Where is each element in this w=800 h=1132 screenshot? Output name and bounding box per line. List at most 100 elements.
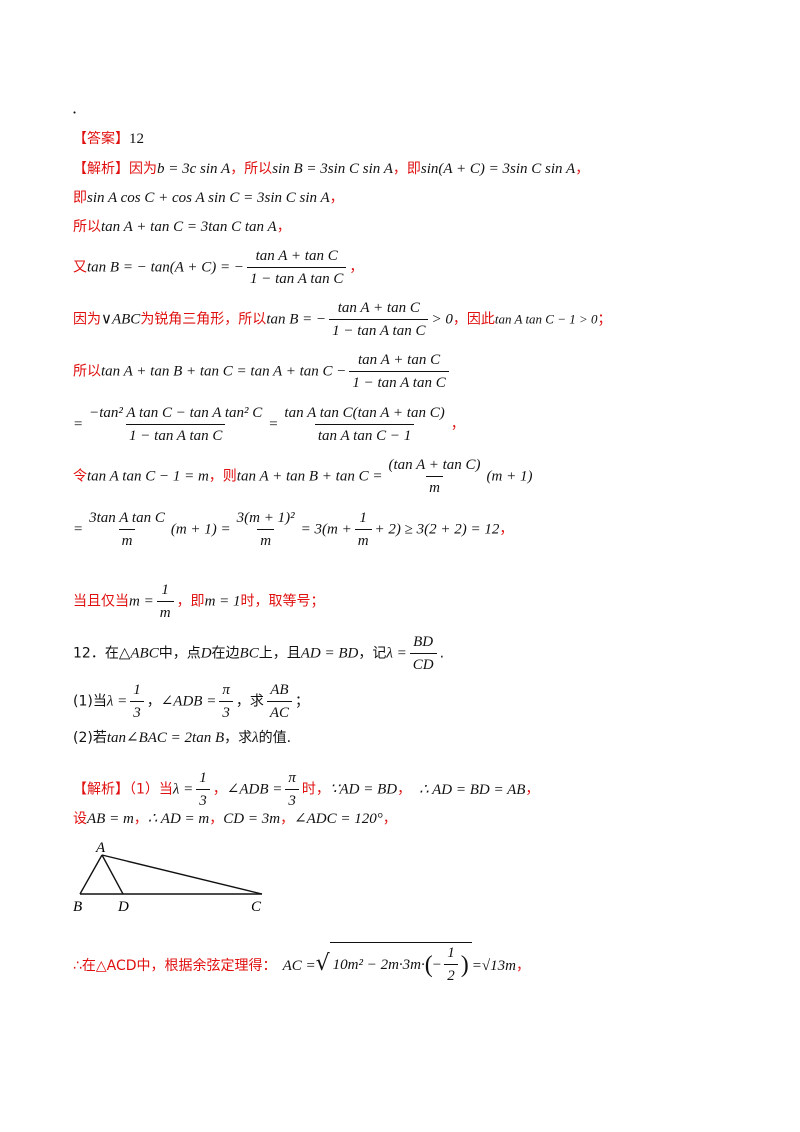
formula: tan∠BAC = 2tan B: [106, 730, 225, 746]
analysis-line-10: 当且仅当m = 1 m ，即m = 1时，取等号；: [73, 580, 325, 623]
text: 所以: [73, 363, 101, 380]
text: 时，取等号；: [240, 593, 325, 610]
formula: tan A tan C − 1 = m: [87, 468, 209, 485]
header-dot: ·: [72, 103, 78, 122]
text: ，则: [208, 468, 237, 485]
numerator: 3tan A tan C: [89, 510, 165, 526]
numerator: tan A + tan C: [337, 300, 420, 316]
formula: b = 3c sin A: [157, 161, 231, 177]
text: ，: [397, 781, 412, 798]
formula: BC: [239, 645, 259, 662]
formula: λ =: [106, 693, 128, 710]
formula: ∠ADB =: [160, 693, 217, 710]
text: ，求: [235, 693, 264, 710]
formula: + 2) ≥ 3(2 + 2) = 12: [374, 521, 500, 538]
text: ，: [575, 161, 590, 177]
text: 即: [73, 190, 87, 206]
fraction: tan A + tan C 1 − tan A tan C: [247, 246, 347, 289]
text: .: [439, 645, 445, 662]
formula: λ =: [172, 781, 194, 798]
radicand: 10m² − 2m·3m·(−1 2): [329, 942, 472, 986]
analysis-line-5: 因为∨ABC为锐角三角形，所以tan B = − tan A + tan C 1 −…: [73, 298, 612, 341]
vertex-c-label: C: [251, 899, 262, 915]
vertex-a-label: A: [95, 840, 106, 856]
denominator: m: [354, 529, 372, 551]
numerator: π: [222, 682, 230, 698]
text: ，: [525, 781, 540, 798]
denominator: m: [156, 601, 174, 623]
text: 所以: [73, 219, 101, 235]
formula: =: [471, 958, 482, 974]
formula: AC =: [282, 958, 316, 974]
formula: =: [73, 416, 84, 433]
numerator: 1: [133, 682, 141, 698]
segment-ac: [101, 854, 263, 895]
formula: D: [200, 645, 212, 662]
analysis-line-3: 所以tan A + tan C = 3tan C tan A，: [73, 216, 291, 237]
text: (2)若: [73, 730, 107, 746]
formula: m = 1: [204, 593, 241, 610]
numerator: tan A tan C(tan A + tan C): [284, 405, 445, 421]
denominator: 3: [130, 701, 144, 723]
text: ，: [133, 811, 148, 827]
formula: = 3(m +: [300, 521, 352, 538]
fraction: tan A tan C(tan A + tan C) tan A tan C − …: [281, 403, 447, 446]
formula: tan B = −: [266, 311, 327, 328]
segment-ad: [101, 854, 124, 895]
text: 为锐角三角形，所以: [140, 311, 267, 328]
formula: λ: [252, 730, 259, 746]
radicand-text: 10m² − 2m·3m·: [332, 956, 425, 973]
numerator: −tan² A tan C − tan A tan² C: [89, 405, 263, 421]
formula: ∨ABC: [101, 311, 141, 328]
answer-value: 12: [129, 131, 144, 147]
denominator: 3: [196, 789, 210, 811]
text: ，求: [224, 730, 253, 746]
formula: ∴ AD = m: [147, 811, 210, 827]
analysis-line-7: = −tan² A tan C − tan A tan² C 1 − tan A t…: [73, 403, 465, 446]
denominator: m: [118, 529, 136, 551]
text: 中，点: [158, 645, 201, 662]
numerator: tan A + tan C: [358, 352, 441, 368]
square-root: √ 10m² − 2m·3m·(−1 2): [316, 942, 472, 986]
text: ，: [349, 259, 364, 276]
vertex-b-label: B: [73, 899, 82, 915]
text: (1)当: [73, 693, 107, 710]
text: 时，: [301, 781, 330, 798]
numerator: tan A + tan C: [255, 248, 338, 264]
formula: > 0: [431, 311, 453, 328]
text: 因为: [129, 161, 157, 177]
text: ∴在△ACD中，根据余弦定理得：: [73, 958, 277, 974]
numerator: 1: [161, 582, 169, 598]
formula: ∵AD = BD: [329, 781, 398, 798]
formula: AD = BD: [300, 645, 359, 662]
question-12-line-3: (2)若tan∠BAC = 2tan B，求λ的值.: [73, 727, 291, 748]
formula: △ABC: [118, 645, 159, 662]
solution-tag: 【解析】: [73, 781, 129, 798]
denominator: m: [257, 529, 275, 551]
denominator: m: [426, 476, 443, 498]
numerator: 3(m + 1)²: [236, 510, 295, 526]
analysis-tag: 【解析】: [73, 161, 129, 177]
formula: =: [73, 521, 84, 538]
formula: sin(A + C) = 3sin C sin A: [420, 161, 576, 177]
text: ，记: [358, 645, 387, 662]
text: ，: [276, 219, 291, 235]
text: ，: [329, 190, 344, 206]
text: ，即: [176, 593, 205, 610]
numerator: (tan A + tan C): [388, 457, 481, 473]
numerator: π: [288, 770, 296, 786]
formula: tan A + tan B + tan C =: [236, 468, 383, 485]
question-12-line-2: (1)当λ = 1 3 ，∠ADB = π 3 ，求 AB AC；: [73, 680, 309, 723]
formula: tan A + tan C = 3tan C tan A: [101, 219, 277, 235]
text: （1）当: [129, 781, 173, 798]
analysis-line-8: 令tan A tan C − 1 = m，则tan A + tan B + ta…: [73, 455, 533, 498]
numerator: 1: [199, 770, 207, 786]
formula: √13m: [481, 958, 516, 974]
analysis-line-1: 【解析】因为b = 3c sin A，所以sin B = 3sin C sin …: [73, 158, 589, 179]
formula: AB = m: [87, 811, 134, 827]
solution-12-line-2: 设AB = m，∴ AD = m，CD = 3m，∠ADC = 120°，: [73, 808, 397, 829]
text: ，: [280, 811, 295, 827]
denominator: tan A tan C − 1: [314, 424, 415, 446]
